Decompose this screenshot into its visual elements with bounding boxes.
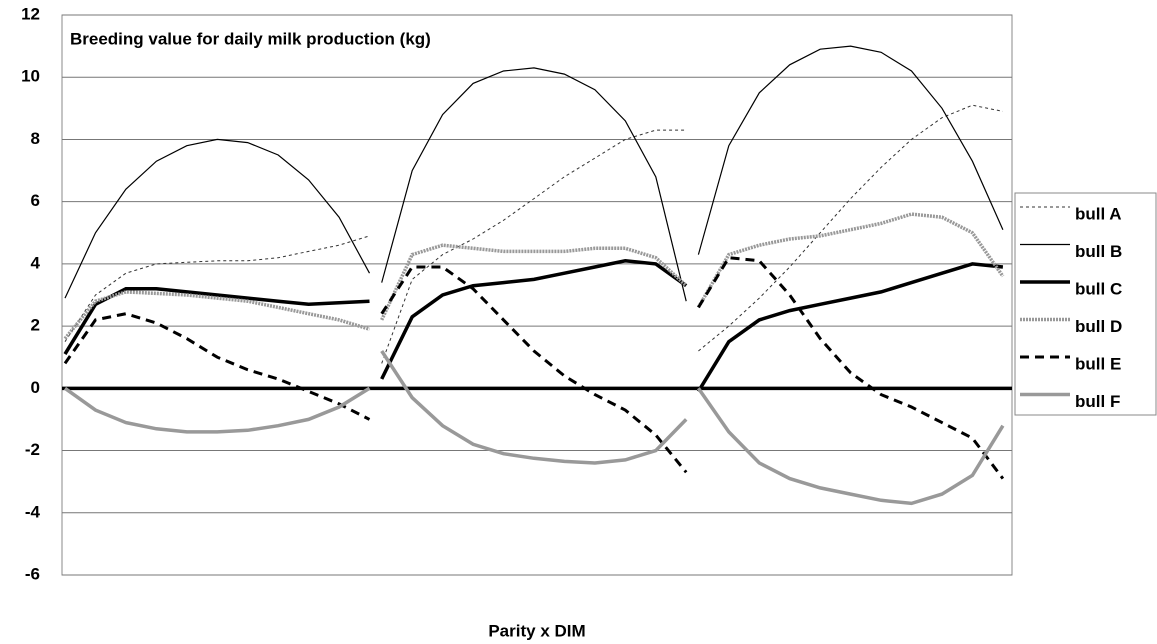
y-tick-label: 0: [31, 378, 40, 397]
y-tick-label: -4: [25, 502, 41, 521]
legend-label: bull E: [1075, 354, 1121, 373]
x-axis-label: Parity x DIM: [488, 621, 585, 640]
legend-label: bull A: [1075, 204, 1122, 223]
series-line: [64, 104, 1003, 364]
y-tick-label: 6: [31, 191, 40, 210]
y-tick-label: 10: [21, 67, 40, 86]
legend-box: [1014, 192, 1157, 416]
series-line: [64, 45, 1004, 302]
y-tick-label: -6: [25, 564, 40, 583]
y-tick-label: -2: [25, 440, 40, 459]
y-tick-label: 8: [31, 129, 40, 148]
y-tick-label: 12: [21, 4, 40, 23]
y-tick-label: 4: [31, 253, 41, 272]
series-line: [63, 212, 1005, 340]
legend-label: bull F: [1075, 392, 1120, 411]
legend-label: bull D: [1075, 317, 1122, 336]
y-tick-label: 2: [31, 316, 40, 335]
series-line: [63, 256, 1005, 480]
legend-label: bull C: [1075, 279, 1122, 298]
chart-title: Breeding value for daily milk production…: [70, 29, 431, 48]
series-line: [63, 350, 1005, 506]
legend-label: bull B: [1075, 242, 1122, 261]
